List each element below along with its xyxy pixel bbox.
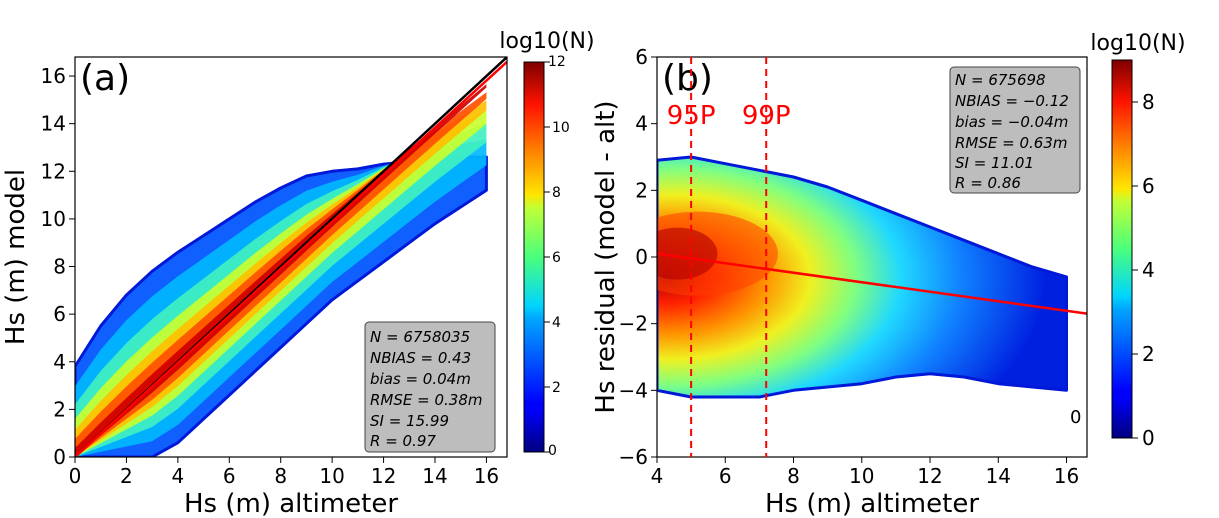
panel-b-stat-r: R = 0.86: [955, 174, 1021, 192]
panel-b-xtick-label: 8: [787, 464, 800, 488]
panel-b-stat-si: SI = 11.01: [955, 154, 1034, 172]
panel-a-xtick-label: 8: [274, 464, 287, 488]
panel-b-stats-box: N = 675698 NBIAS = −0.12 bias = −0.04m R…: [949, 66, 1081, 194]
panel-a-colorbar-bottom-label: 0: [548, 443, 557, 459]
panel-b-density-envelope: [657, 155, 1068, 399]
panel-a-axes-frame: [74, 56, 508, 458]
panel-b-lines: [657, 252, 1087, 315]
panel-a-line-1: [75, 60, 507, 457]
panel-a-stat-nbias: NBIAS = 0.43: [370, 349, 471, 367]
panel-b-xtick-label: 4: [651, 464, 664, 488]
panel-b-line-0: [657, 252, 1087, 315]
panel-a-lines: [75, 57, 507, 457]
panel-b-colorbar: 0 2 4 6 8 log10(N): [1090, 31, 1185, 450]
panel-a-ytick-label: 2: [53, 397, 66, 421]
panel-b-colorbar-tick-label: 8: [1142, 90, 1155, 114]
panel-a-colorbar-tick-label: 8: [552, 185, 561, 201]
panel-a-xtick-label: 10: [319, 464, 344, 488]
panel-a: 0 2 4 6 8 10 12 14 16 0 2 4 6 8 10 12 14 16 (a) Hs (m) a…: [1, 29, 595, 518]
panel-b-xtick-label: 16: [1054, 464, 1079, 488]
panel-b-label: (b): [662, 58, 713, 99]
panel-b-stat-rmse: RMSE = 0.63m: [955, 134, 1067, 152]
panel-a-xtick-label: 2: [120, 464, 133, 488]
panel-a-colorbar-tick-label: 6: [552, 250, 561, 266]
panel-a-stat-si: SI = 15.99: [370, 412, 449, 430]
panel-a-xlabel: Hs (m) altimeter: [184, 489, 398, 518]
panel-a-colorbar-tick-label: 2: [552, 380, 561, 396]
panel-b-x-ticks: 4 6 8 10 12 14 16: [651, 457, 1079, 488]
panel-b-density-cloud: [657, 155, 1068, 399]
panel-a-xtick-label: 4: [171, 464, 184, 488]
panel-b-ytick-label: 4: [635, 112, 648, 136]
panel-b: 4 6 8 10 12 14 16 −6 −4 −2 0 2 4 6 (b) Hs (m) altime…: [591, 31, 1186, 518]
panel-b-ytick-label: −4: [619, 378, 648, 402]
panel-b-colorbar-ticks: 0 2 4 6 8: [1132, 90, 1155, 450]
panel-a-ytick-label: 14: [41, 112, 66, 136]
panel-b-ytick-label: −6: [619, 445, 648, 469]
panel-a-xtick-label: 0: [69, 464, 82, 488]
panel-b-stat-nbias: NBIAS = −0.12: [955, 92, 1069, 110]
panel-a-colorbar-ticks: 2 4 6 8 10: [544, 61, 570, 453]
panel-b-percentile-label-99P: 99P: [742, 101, 791, 131]
panel-b-xtick-label: 6: [719, 464, 732, 488]
panel-a-colorbar-top-label: 12: [548, 54, 566, 70]
panel-b-ytick-label: −2: [619, 312, 648, 336]
panel-a-stat-rmse: RMSE = 0.38m: [370, 391, 482, 409]
panel-b-colorbar-tick-label: 4: [1142, 258, 1155, 282]
panel-a-label: (a): [80, 58, 130, 99]
panel-a-colorbar-tick-label: 10: [552, 120, 570, 136]
panel-a-ytick-label: 6: [53, 302, 66, 326]
panel-a-x-ticks: 0 2 4 6 8 10 12 14 16: [69, 457, 499, 488]
panel-b-stat-bias: bias = −0.04m: [955, 113, 1068, 131]
panel-a-ytick-label: 12: [41, 159, 66, 183]
panel-b-stat-n: N = 675698: [955, 71, 1046, 89]
panel-b-colorbar-tick-label: 2: [1142, 342, 1155, 366]
panel-b-y-ticks: −6 −4 −2 0 2 4 6: [619, 45, 657, 469]
panel-b-percentiles: 95P 99P: [667, 57, 791, 457]
panel-b-colorbar-tick-label: 6: [1142, 174, 1155, 198]
panel-b-ylabel: Hs residual (model - alt): [591, 100, 621, 413]
panel-a-xtick-label: 14: [422, 464, 447, 488]
panel-a-y-ticks: 0 2 4 6 8 10 12 14 16: [41, 64, 75, 469]
panel-a-xtick-label: 6: [223, 464, 236, 488]
panel-a-xtick-label: 12: [371, 464, 396, 488]
panel-a-stat-r: R = 0.97: [370, 432, 436, 450]
panel-b-xtick-label: 12: [917, 464, 942, 488]
panel-a-stats-box: N = 6758035 NBIAS = 0.43 bias = 0.04m RM…: [364, 321, 496, 453]
panel-b-ytick-label: 6: [635, 45, 648, 69]
panel-a-ytick-label: 10: [41, 207, 66, 231]
panel-a-stat-n: N = 6758035: [370, 328, 470, 346]
panel-b-xtick-label: 10: [849, 464, 874, 488]
panel-b-ytick-label: 2: [635, 178, 648, 202]
panel-b-colorbar-tick-label: 0: [1142, 426, 1155, 450]
panel-b-xlabel: Hs (m) altimeter: [765, 489, 979, 518]
panel-a-ytick-label: 16: [41, 64, 66, 88]
panel-a-ylabel: Hs (m) model: [1, 169, 31, 345]
panel-a-colorbar-title: log10(N): [499, 29, 594, 54]
panel-a-ytick-label: 4: [53, 350, 66, 374]
panel-a-stat-bias: bias = 0.04m: [370, 370, 471, 388]
panel-a-ytick-label: 8: [53, 255, 66, 279]
panel-b-corner-text: 0: [1070, 407, 1081, 428]
panel-a-xtick-label: 16: [474, 464, 499, 488]
panel-b-colorbar-title: log10(N): [1090, 31, 1185, 56]
panel-a-colorbar-tick-label: 4: [552, 315, 561, 331]
panel-b-percentile-label-95P: 95P: [667, 101, 716, 131]
panel-a-density-cloud: [75, 84, 488, 457]
panel-b-xtick-label: 14: [986, 464, 1011, 488]
panel-b-density-core-inner: [657, 227, 718, 280]
panel-b-ytick-label: 0: [635, 245, 648, 269]
panel-a-ytick-label: 0: [53, 445, 66, 469]
panel-a-colorbar: 2 4 6 8 10 log10(N) 12 0: [499, 29, 594, 459]
